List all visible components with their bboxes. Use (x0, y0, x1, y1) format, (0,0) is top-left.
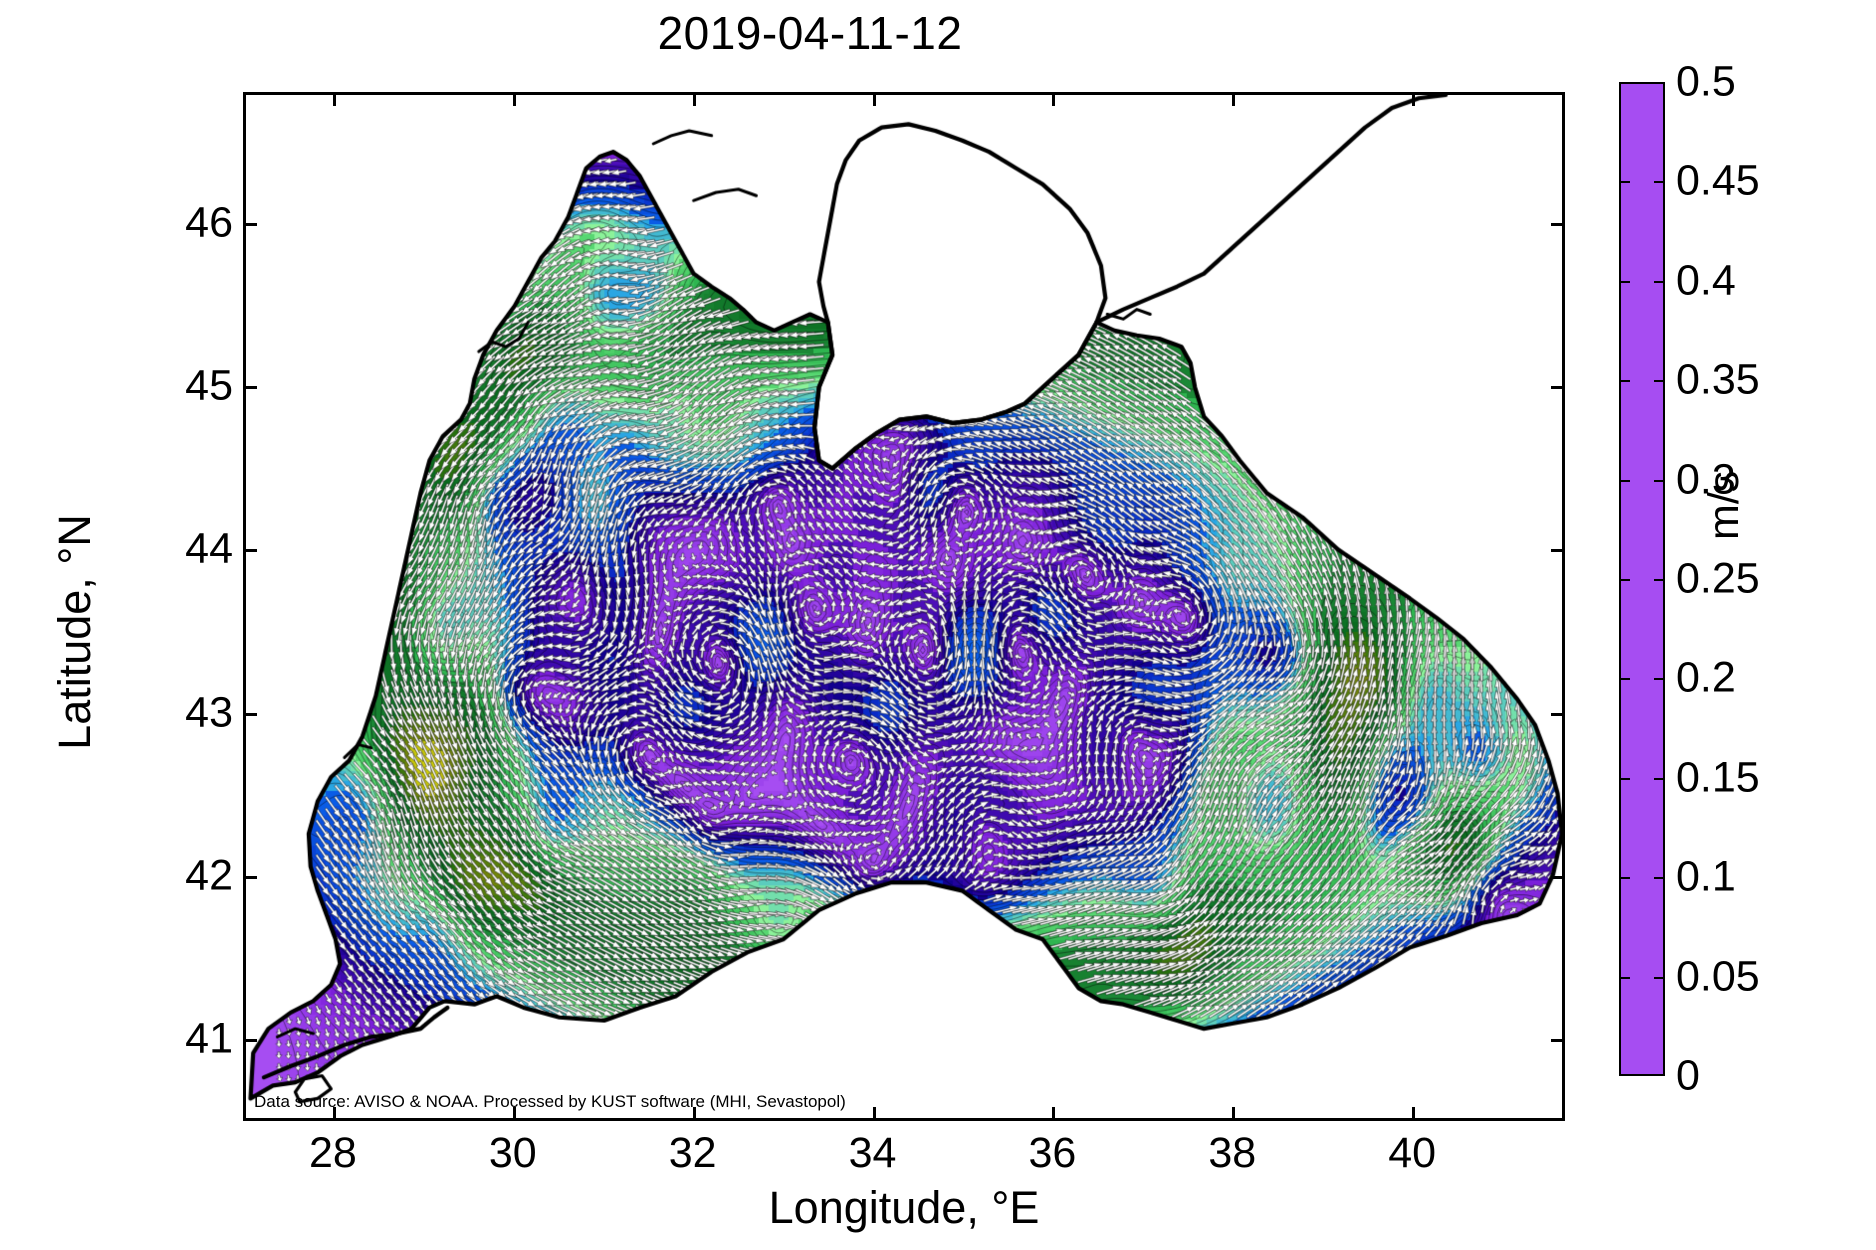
colorbar-tick (1654, 280, 1665, 283)
x-axis-tick-label: 28 (309, 1129, 357, 1177)
y-axis-tick (243, 1039, 257, 1043)
x-axis-tick (1052, 1107, 1056, 1121)
y-axis-tick (1551, 712, 1565, 716)
y-axis-title: Latitude, °N (49, 514, 100, 750)
colorbar-tick (1654, 777, 1665, 780)
x-axis-title: Longitude, °E (768, 1182, 1040, 1233)
y-axis-tick (1551, 876, 1565, 879)
y-axis-tick (1551, 386, 1565, 389)
colorbar-tick-label: 0.45 (1676, 156, 1760, 205)
colorbar-tick-label: 0.1 (1676, 852, 1736, 901)
x-axis-tick (872, 1107, 876, 1121)
x-axis-tick (332, 1107, 336, 1121)
colorbar-tick-label: 0.4 (1676, 256, 1736, 305)
colorbar-tick-label: 0.15 (1676, 753, 1760, 802)
y-axis-tick (243, 876, 257, 879)
x-axis-tick (872, 92, 876, 106)
y-axis-tick (243, 222, 257, 226)
data-source-caption: Data source: AVISO & NOAA. Processed by … (254, 1092, 846, 1111)
colorbar-tick (1619, 380, 1630, 383)
x-axis-tick (332, 92, 336, 106)
y-axis-tick-label: 44 (185, 524, 233, 573)
x-axis-tick (692, 1107, 696, 1121)
colorbar-tick (1654, 181, 1665, 184)
colorbar-tick (1619, 181, 1630, 184)
y-axis-tick (1551, 1039, 1565, 1043)
y-axis-tick-label: 41 (185, 1014, 233, 1063)
map-plot-area: Data source: AVISO & NOAA. Processed by … (243, 92, 1565, 1121)
x-axis-tick (512, 92, 516, 106)
y-axis-tick-label: 42 (185, 851, 233, 900)
colorbar-tick-label: 0.05 (1676, 952, 1760, 1001)
x-axis-tick-label: 38 (1208, 1129, 1257, 1177)
colorbar-tick-label: 0 (1676, 1051, 1700, 1100)
y-axis-tick (243, 712, 257, 716)
colorbar-tick (1619, 976, 1630, 979)
colorbar-tick (1619, 678, 1630, 681)
colorbar-tick (1654, 877, 1665, 880)
colorbar-tick-label: 0.25 (1676, 554, 1760, 603)
colorbar-tick (1654, 579, 1665, 581)
colorbar-tick (1654, 380, 1665, 383)
y-axis-tick (243, 549, 257, 553)
x-axis-tick-label: 30 (488, 1129, 537, 1177)
x-axis-tick (1052, 92, 1056, 106)
colorbar-tick (1654, 976, 1665, 979)
colorbar-tick (1619, 777, 1630, 780)
x-axis-tick (692, 92, 696, 106)
colorbar-tick (1619, 280, 1630, 283)
x-axis-tick-label: 32 (668, 1129, 717, 1177)
colorbar-tick (1654, 479, 1665, 482)
y-axis-tick (1551, 222, 1565, 226)
colorbar-tick-label: 0.35 (1676, 355, 1760, 404)
colorbar-tick (1654, 678, 1665, 681)
x-axis-tick (1412, 92, 1416, 106)
y-axis-tick (1551, 549, 1565, 553)
colorbar-tick (1619, 479, 1630, 482)
x-axis-tick (512, 1107, 516, 1121)
x-axis-tick (1232, 92, 1236, 106)
x-axis-tick-label: 34 (848, 1129, 897, 1177)
x-axis-tick-label: 36 (1028, 1129, 1077, 1177)
colorbar-tick (1619, 877, 1630, 880)
y-axis-tick (243, 386, 257, 389)
colorbar-tick-label: 0.3 (1676, 455, 1736, 504)
x-axis-tick (1232, 1107, 1236, 1121)
current-speed-vector-map (246, 95, 1562, 1118)
x-axis-tick-label: 40 (1388, 1129, 1437, 1177)
y-axis-tick-label: 46 (185, 198, 233, 247)
colorbar-tick-label: 0.2 (1676, 653, 1736, 702)
colorbar-tick (1619, 579, 1630, 581)
colorbar-tick-label: 0.5 (1676, 57, 1736, 106)
y-axis-tick-label: 45 (185, 361, 233, 410)
page-title: 2019-04-11-12 (657, 7, 963, 59)
colorbar-unit-label: m/s (1700, 470, 1748, 540)
y-axis-tick-label: 43 (185, 688, 233, 737)
x-axis-tick (1412, 1107, 1416, 1121)
